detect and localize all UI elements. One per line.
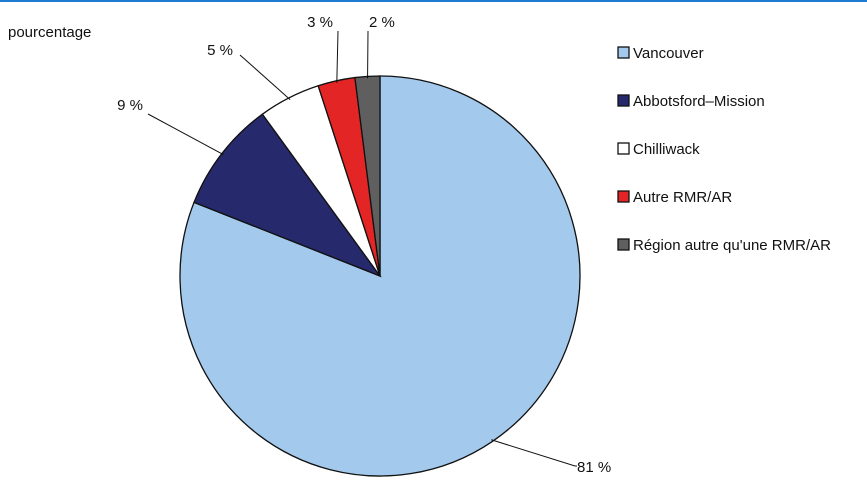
leader-line-1 bbox=[491, 439, 577, 467]
data-labels: 81 % 9 % 5 % 3 % 2 % bbox=[117, 14, 611, 476]
legend-label-1: Vancouver bbox=[633, 45, 704, 62]
data-label-2: 9 % bbox=[117, 97, 143, 114]
legend-swatch-3 bbox=[617, 142, 630, 155]
data-label-5: 2 % bbox=[369, 14, 395, 31]
leader-lines bbox=[147, 30, 577, 467]
leader-line-4 bbox=[336, 30, 339, 83]
legend-swatch-4 bbox=[617, 190, 630, 203]
legend-swatch-5 bbox=[617, 238, 630, 251]
legend-swatch-2 bbox=[617, 94, 630, 107]
data-label-1: 81 % bbox=[577, 459, 611, 476]
pie-slices bbox=[179, 75, 581, 477]
legend: Vancouver Abbotsford–Mission Chilliwack Aut… bbox=[617, 45, 831, 254]
legend-label-2: Abbotsford–Mission bbox=[633, 93, 765, 110]
data-label-4: 3 % bbox=[307, 14, 333, 31]
top-rule bbox=[0, 0, 867, 2]
legend-swatch-1 bbox=[617, 46, 630, 59]
leader-line-3 bbox=[239, 54, 291, 100]
unit-label: pourcentage bbox=[8, 24, 91, 41]
legend-label-5: Région autre qu'une RMR/AR bbox=[633, 237, 831, 254]
legend-label-4: Autre RMR/AR bbox=[633, 189, 732, 206]
data-label-3: 5 % bbox=[207, 42, 233, 59]
leader-line-2 bbox=[147, 113, 224, 156]
legend-label-3: Chilliwack bbox=[633, 141, 700, 158]
